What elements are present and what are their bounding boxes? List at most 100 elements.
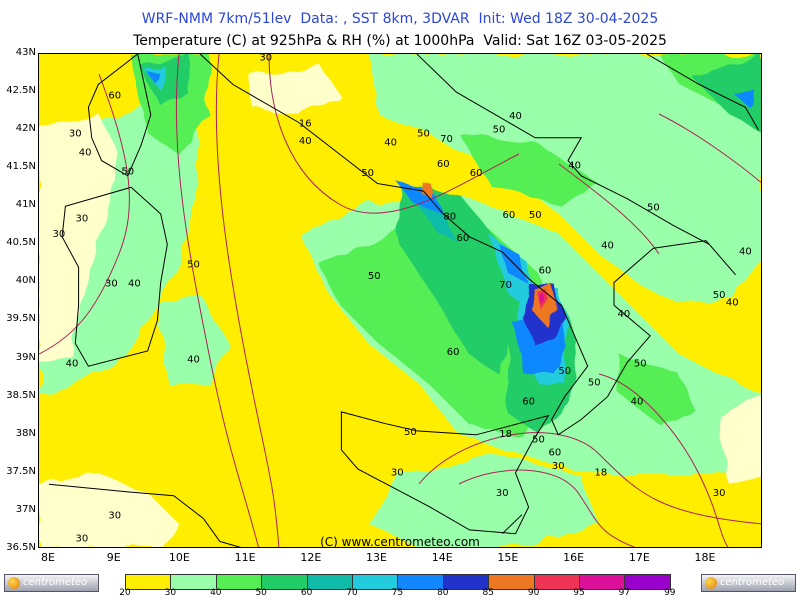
forecast-map: 30 60 30 40 50 30 30 50 30 40 40 40 16 40 50 60 40 50 50 70… xyxy=(38,53,762,548)
globe-icon xyxy=(705,577,717,589)
contour-label: 60 xyxy=(447,347,460,358)
rh-30-tuscany xyxy=(249,64,339,114)
latitude-tick-label: 42.5N xyxy=(6,85,36,97)
legend-value-label: 99 xyxy=(664,588,676,598)
contour-label: 30 xyxy=(69,128,82,139)
rh-30-ionian xyxy=(719,394,761,484)
latitude-tick-label: 38.5N xyxy=(6,389,36,401)
rh-40-south xyxy=(369,454,599,547)
isotherm-line xyxy=(418,432,761,525)
corsica-coast xyxy=(87,54,152,177)
contour-label: 30 xyxy=(496,488,509,499)
legend-value-label: 40 xyxy=(210,588,222,598)
sicily-southeast-coast xyxy=(501,514,523,535)
isotherm-line xyxy=(268,54,520,214)
contour-label: 60 xyxy=(470,168,483,179)
balkan-coast xyxy=(646,54,760,131)
contour-label: 40 xyxy=(509,111,522,122)
latitude-tick-label: 41.5N xyxy=(6,161,36,173)
logo-text-right: centrometeo xyxy=(720,577,785,588)
map-subtitle: Temperature (C) at 925hPa & RH (%) at 10… xyxy=(133,33,667,49)
latitude-tick-label: 37.5N xyxy=(6,465,36,477)
contour-label: 60 xyxy=(108,90,121,101)
isotherm-line xyxy=(458,469,636,547)
latitude-tick-label: 39.5N xyxy=(6,313,36,325)
rh-30-sardinia xyxy=(39,114,119,364)
contour-label: 50 xyxy=(588,377,601,388)
legend-value-label: 95 xyxy=(573,588,585,598)
italy-coast xyxy=(199,54,736,436)
contour-label: 50 xyxy=(647,202,660,213)
legend-value-label: 50 xyxy=(255,588,267,598)
contour-label: 60 xyxy=(522,397,535,408)
contour-label: 30 xyxy=(552,461,565,472)
contour-label: 40 xyxy=(568,160,581,171)
contour-label: 18 xyxy=(499,429,512,440)
legend-value-label: 20 xyxy=(119,588,131,598)
contour-label: 40 xyxy=(618,309,631,320)
contour-label: 40 xyxy=(739,247,752,258)
contour-label: 50 xyxy=(404,427,417,438)
tunisia-coast xyxy=(48,483,241,547)
contour-label: 30 xyxy=(76,214,89,225)
contour-label: 60 xyxy=(437,159,450,170)
centrometeo-logo-left[interactable]: centrometeo xyxy=(4,574,99,592)
contour-label: 60 xyxy=(539,266,552,277)
contour-label: 40 xyxy=(66,358,79,369)
rh-60-campania xyxy=(399,184,519,374)
longitude-tick-label: 18E xyxy=(694,551,716,564)
isotherm-line xyxy=(598,373,729,547)
contour-label: 80 xyxy=(443,211,456,222)
latitude-tick-label: 40.5N xyxy=(6,237,36,249)
contour-label: 40 xyxy=(631,397,644,408)
centrometeo-logo-right[interactable]: centrometeo xyxy=(701,574,796,592)
contour-label: 40 xyxy=(128,279,141,290)
rh-97-core xyxy=(540,295,546,304)
latitude-tick-label: 41N xyxy=(15,199,36,211)
contour-label: 50 xyxy=(529,210,542,221)
latitude-tick-label: 38N xyxy=(15,427,36,439)
contour-label: 40 xyxy=(79,148,92,159)
rh-40-sardinia-east xyxy=(159,294,229,384)
globe-icon xyxy=(8,577,20,589)
latitude-tick-label: 39N xyxy=(15,351,36,363)
contour-label: 50 xyxy=(417,128,430,139)
contour-label: 50 xyxy=(361,168,374,179)
longitude-tick-label: 11E xyxy=(234,551,256,564)
contour-label: 40 xyxy=(384,138,397,149)
contour-label: 40 xyxy=(299,136,312,147)
latitude-tick-label: 42N xyxy=(15,123,36,135)
legend-value-label: 85 xyxy=(482,588,494,598)
longitude-tick-label: 8E xyxy=(41,551,55,564)
contour-label: 40 xyxy=(726,298,739,309)
contour-label: 18 xyxy=(595,467,608,478)
isotherm-line xyxy=(558,163,660,255)
legend-value-label: 97 xyxy=(618,588,631,598)
longitude-tick-label: 10E xyxy=(168,551,190,564)
isotherm-line xyxy=(39,73,130,355)
contour-label: 60 xyxy=(549,448,562,459)
contour-label: 50 xyxy=(558,366,571,377)
isotherm-line xyxy=(175,54,259,547)
legend-swatch xyxy=(624,574,671,590)
contour-label: 30 xyxy=(259,54,272,63)
logo-text-left: centrometeo xyxy=(23,577,88,588)
contour-label: 40 xyxy=(601,240,614,251)
latitude-tick-label: 37N xyxy=(15,503,36,515)
longitude-tick-label: 17E xyxy=(628,551,650,564)
rh-80-adriatic xyxy=(734,89,754,109)
contour-label: 50 xyxy=(713,290,726,301)
contour-label: 16 xyxy=(299,119,312,130)
sicily-coast xyxy=(340,411,550,535)
contour-label: 30 xyxy=(713,488,726,499)
contour-label: 50 xyxy=(532,435,545,446)
color-legend: centrometeo 20 30 40 50 60 70 75 80 85 90 95 97 99 c… xyxy=(0,566,800,600)
contour-label: 30 xyxy=(53,229,66,240)
legend-value-label: 70 xyxy=(346,588,358,598)
contour-label: 50 xyxy=(121,167,134,178)
legend-value-label: 75 xyxy=(391,588,404,598)
rh-60-adriatic xyxy=(689,54,761,133)
contour-label: 50 xyxy=(368,271,381,282)
longitude-tick-label: 14E xyxy=(431,551,453,564)
rh-50-calabria xyxy=(619,354,699,424)
